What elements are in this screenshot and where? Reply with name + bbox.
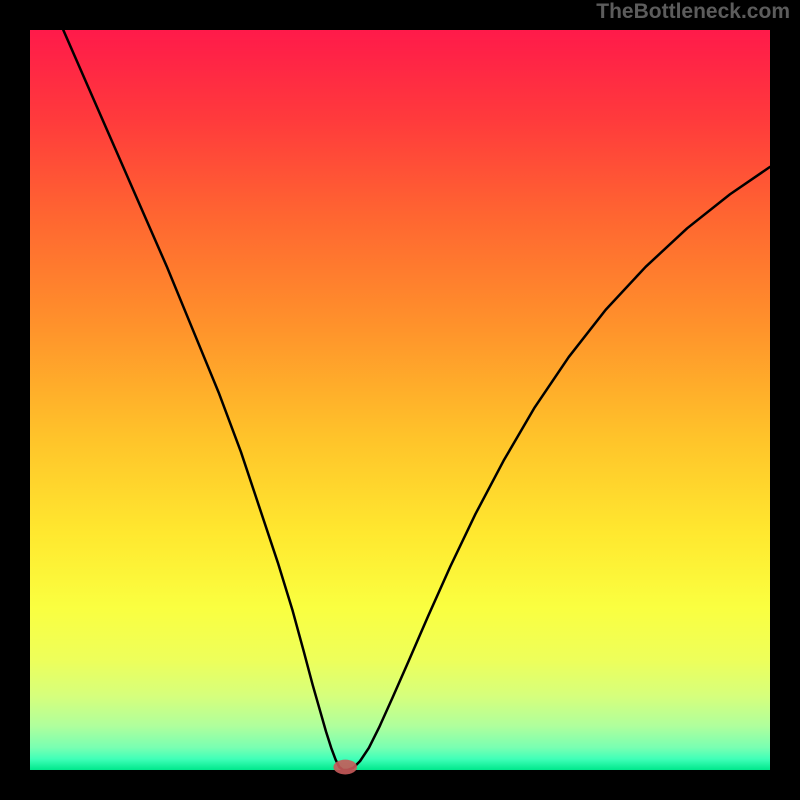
watermark-text: TheBottleneck.com — [596, 0, 790, 24]
chart-container: TheBottleneck.com — [0, 0, 800, 800]
optimal-point-marker — [333, 760, 357, 775]
chart-plot-area — [30, 30, 770, 770]
bottleneck-chart — [0, 0, 800, 800]
